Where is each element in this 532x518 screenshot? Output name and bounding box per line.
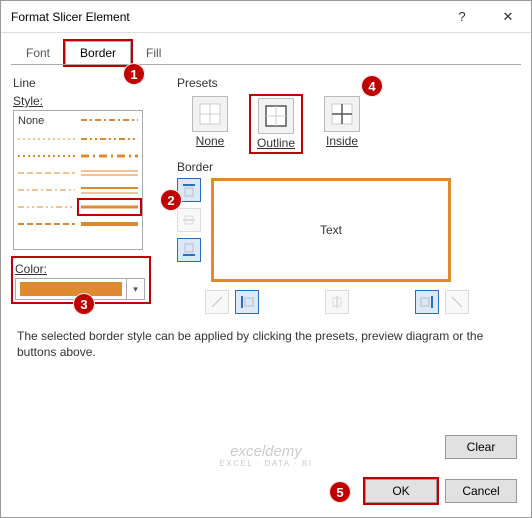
preset-inside[interactable]: Inside [317,96,367,152]
dialog-window: Format Slicer Element ? ✕ Font Border Fi… [0,0,532,518]
border-middle-h-button[interactable] [177,208,201,232]
line-panel: Line Style: None [13,74,163,314]
chevron-down-icon: ▾ [126,279,144,299]
style-opt-5[interactable] [81,151,138,161]
color-swatch [20,282,122,296]
tab-row: Font Border Fill [1,33,531,65]
watermark: exceldemy EXCEL · DATA · BI [220,444,313,469]
style-opt-4[interactable] [18,151,75,161]
style-opt-3[interactable] [81,134,138,144]
border-diag-down-button[interactable] [445,290,469,314]
line-style-list[interactable]: None [13,110,143,250]
border-bottom-button[interactable] [177,238,201,262]
color-label: Color: [15,262,147,276]
ok-button[interactable]: OK [365,479,437,503]
preset-outline-label: Outline [253,136,299,150]
right-panel: Presets None Outline Inside Bor [177,74,519,314]
border-diag-up-button[interactable] [205,290,229,314]
style-opt-7[interactable] [81,168,138,178]
callout-3: 3 [73,293,95,315]
style-none[interactable]: None [18,115,75,127]
style-label: Style: [13,94,163,108]
watermark-line1: exceldemy [220,444,313,461]
callout-1: 1 [123,63,145,85]
style-opt-2[interactable] [18,134,75,144]
callout-4: 4 [361,75,383,97]
border-section-label: Border [177,160,519,174]
border-middle-v-button[interactable] [325,290,349,314]
presets-section-label: Presets [177,76,519,90]
style-opt-12[interactable] [18,219,75,229]
preset-none-label: None [185,134,235,148]
style-opt-selected[interactable] [81,202,138,212]
style-opt-6[interactable] [18,168,75,178]
help-button[interactable]: ? [439,1,485,33]
dialog-body: Line Style: None [1,66,531,368]
style-opt-8[interactable] [18,185,75,195]
preset-outline[interactable]: Outline [251,96,301,152]
tab-border[interactable]: Border [65,41,131,65]
border-left-button[interactable] [235,290,259,314]
tab-font[interactable]: Font [11,41,65,65]
cancel-button[interactable]: Cancel [445,479,517,503]
close-button[interactable]: ✕ [485,1,531,33]
style-opt-13[interactable] [81,219,138,229]
border-right-button[interactable] [415,290,439,314]
watermark-line2: EXCEL · DATA · BI [220,460,313,469]
callout-2: 2 [160,189,182,211]
clear-button[interactable]: Clear [445,435,517,459]
window-title: Format Slicer Element [11,10,130,24]
preview-text: Text [320,223,342,237]
preset-none[interactable]: None [185,96,235,152]
preset-inside-label: Inside [317,134,367,148]
style-opt-9[interactable] [81,185,138,195]
border-editor: Text [177,178,519,282]
style-opt-10[interactable] [18,202,75,212]
style-opt-1[interactable] [81,115,138,125]
description-text: The selected border style can be applied… [17,328,515,360]
border-preview[interactable]: Text [211,178,451,282]
presets-row: None Outline Inside [185,96,519,152]
titlebar: Format Slicer Element ? ✕ [1,1,531,33]
callout-5: 5 [329,481,351,503]
tab-fill[interactable]: Fill [131,41,176,65]
